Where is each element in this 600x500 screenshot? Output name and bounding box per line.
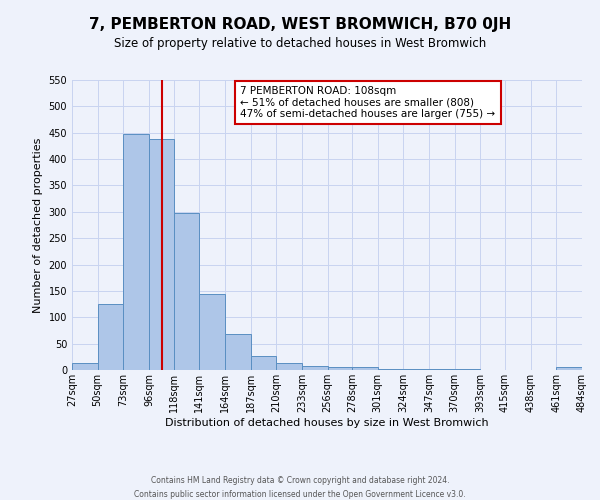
X-axis label: Distribution of detached houses by size in West Bromwich: Distribution of detached houses by size … [165,418,489,428]
Bar [199,294,225,370]
Bar [328,367,352,370]
Text: 7 PEMBERTON ROAD: 108sqm
← 51% of detached houses are smaller (808)
47% of semi-: 7 PEMBERTON ROAD: 108sqm ← 51% of detach… [240,86,496,119]
Bar [352,368,378,370]
Y-axis label: Number of detached properties: Number of detached properties [33,138,43,312]
Bar [98,304,124,370]
Bar [149,139,173,370]
Text: Size of property relative to detached houses in West Bromwich: Size of property relative to detached ho… [114,38,486,51]
Bar [251,356,276,370]
Text: Contains public sector information licensed under the Open Government Licence v3: Contains public sector information licen… [134,490,466,499]
Text: Contains HM Land Registry data © Crown copyright and database right 2024.: Contains HM Land Registry data © Crown c… [151,476,449,485]
Bar [276,362,302,370]
Text: 7, PEMBERTON ROAD, WEST BROMWICH, B70 0JH: 7, PEMBERTON ROAD, WEST BROMWICH, B70 0J… [89,18,511,32]
Bar [556,368,582,370]
Bar [72,362,98,370]
Bar [124,134,149,370]
Bar [225,334,251,370]
Bar [173,213,199,370]
Bar [378,369,403,370]
Bar [302,366,328,370]
